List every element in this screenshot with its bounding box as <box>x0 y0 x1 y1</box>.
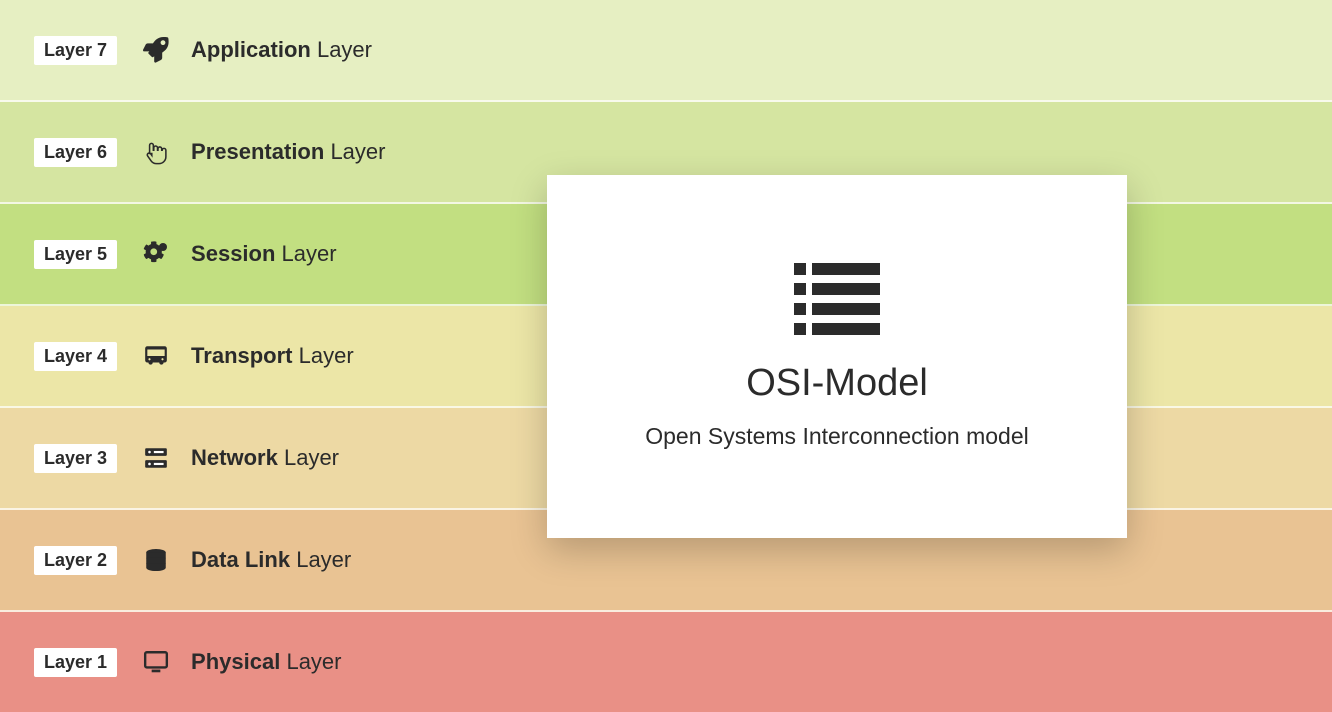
title-card: OSI-Model Open Systems Interconnection m… <box>547 175 1127 538</box>
layer-badge: Layer 7 <box>34 36 117 65</box>
layer-badge: Layer 1 <box>34 648 117 677</box>
bus-icon <box>139 343 173 369</box>
layer-title: Network Layer <box>191 445 339 471</box>
pointer-icon <box>139 139 173 165</box>
list-icon <box>794 263 880 340</box>
layer-row-7: Layer 7 Application Layer <box>0 0 1332 102</box>
layer-badge: Layer 5 <box>34 240 117 269</box>
layer-badge: Layer 4 <box>34 342 117 371</box>
gears-icon <box>139 241 173 267</box>
layer-title: Transport Layer <box>191 343 354 369</box>
monitor-icon <box>139 649 173 675</box>
card-subtitle: Open Systems Interconnection model <box>645 423 1029 450</box>
database-icon <box>139 547 173 573</box>
layer-badge: Layer 2 <box>34 546 117 575</box>
layer-title: Data Link Layer <box>191 547 351 573</box>
layer-title: Presentation Layer <box>191 139 385 165</box>
layer-badge: Layer 6 <box>34 138 117 167</box>
layer-badge: Layer 3 <box>34 444 117 473</box>
rocket-icon <box>139 37 173 63</box>
layer-row-1: Layer 1 Physical Layer <box>0 612 1332 712</box>
card-title: OSI-Model <box>746 362 928 405</box>
layer-title: Application Layer <box>191 37 372 63</box>
server-icon <box>139 445 173 471</box>
layer-title: Session Layer <box>191 241 337 267</box>
layer-title: Physical Layer <box>191 649 341 675</box>
